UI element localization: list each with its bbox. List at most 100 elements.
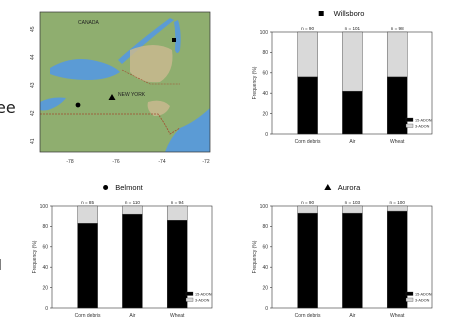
chart-title-group: Aurora — [324, 183, 361, 192]
legend-label: 15-ADON — [195, 292, 212, 296]
map-y-tick: 45 — [30, 26, 36, 32]
map-x-tick: -72 — [202, 159, 209, 165]
bar-3adon — [342, 205, 363, 214]
n-label: n = 90 — [301, 200, 314, 205]
bar-3adon — [386, 205, 408, 212]
lake-erie — [40, 97, 66, 111]
title-circle-icon — [103, 185, 109, 190]
chart-willsboro: Willsboro 0 20 40 60 80 100 Frequency (%) n = 90… — [250, 6, 440, 158]
y-tick-label: 20 — [42, 285, 48, 291]
bar-3adon — [122, 205, 143, 215]
y-tick-label: 80 — [42, 224, 48, 230]
bar-3adon — [166, 205, 188, 221]
x-tick-label: Wheat — [390, 139, 405, 145]
state-border — [40, 113, 181, 135]
chart-aurora: Aurora 0 20 40 60 80 100 Frequency (%) n = 90 Cor… — [250, 180, 440, 329]
chart-belmont-svg: Belmont 0 20 40 60 80 100 Frequency (%) n = 85 Co… — [32, 183, 213, 319]
legend-label: 3-ADON — [415, 124, 430, 128]
y-tick-label: 60 — [42, 245, 48, 251]
aurora-marker — [108, 94, 116, 100]
map-x-tick: -74 — [158, 159, 165, 165]
n-label: n = 100 — [389, 200, 405, 205]
y-tick-label: 40 — [42, 265, 48, 271]
y-axis-label: Frequency (%) — [252, 66, 258, 99]
bar-15adon — [386, 210, 408, 309]
y-tick-label: 100 — [260, 204, 269, 210]
ocean — [165, 108, 210, 152]
lake-ontario — [50, 59, 120, 80]
belmont-marker — [75, 102, 81, 108]
legend-label: 15-ADON — [415, 118, 432, 122]
adirondacks — [130, 45, 173, 83]
y-tick-label: 100 — [40, 204, 49, 210]
y-tick-label: 100 — [260, 30, 269, 36]
x-tick-label: Corn debris — [295, 139, 321, 145]
study-area-map: CANADA NEW YORK 45 44 43 42 41 -78 -76 -… — [30, 10, 220, 178]
legend-swatch — [405, 117, 414, 122]
y-axis-label: Frequency (%) — [252, 240, 258, 273]
y-tick-label: 60 — [262, 71, 268, 77]
bar-15adon — [342, 90, 363, 135]
map-y-tick: 42 — [30, 110, 36, 116]
y-tick-label: 0 — [265, 132, 268, 138]
x-tick-label: Air — [349, 139, 355, 145]
bar-15adon — [297, 212, 318, 309]
legend-swatch — [185, 297, 194, 302]
n-label: n = 98 — [391, 26, 404, 31]
n-label: n = 90 — [301, 26, 314, 31]
title-triangle-icon — [324, 184, 332, 190]
map-y-axis: 45 44 43 42 41 — [30, 26, 36, 144]
county-border — [121, 69, 180, 85]
map-y-tick: 41 — [30, 138, 36, 144]
catskills — [147, 100, 170, 116]
map-x-tick: -76 — [112, 159, 119, 165]
y-tick-label: 0 — [265, 306, 268, 312]
x-tick-label: Corn debris — [295, 313, 321, 319]
chart-title: Willsboro — [334, 9, 365, 18]
bar-3adon — [386, 31, 408, 78]
chart-title: Aurora — [338, 183, 361, 192]
chart-title-group: Willsboro — [318, 9, 365, 18]
y-tick-label: 80 — [262, 50, 268, 56]
y-tick-label: 40 — [262, 91, 268, 97]
legend-label: 3-ADON — [415, 298, 430, 302]
map-label-country: CANADA — [78, 20, 100, 26]
bar-3adon — [297, 31, 318, 78]
legend-swatch — [405, 123, 414, 128]
chart-belmont: Belmont 0 20 40 60 80 100 Frequency (%) n = 85 Co… — [30, 180, 220, 329]
y-tick-label: 0 — [45, 306, 48, 312]
n-label: n = 85 — [81, 200, 94, 205]
x-tick-label: Air — [349, 313, 355, 319]
y-tick-label: 20 — [262, 111, 268, 117]
bar-15adon — [342, 212, 363, 309]
map-frame — [39, 11, 211, 153]
y-axis-label: Frequency (%) — [32, 240, 38, 273]
bar-3adon — [77, 205, 98, 224]
x-tick-label: Air — [129, 313, 135, 319]
map-svg: CANADA NEW YORK 45 44 43 42 41 -78 -76 -… — [30, 11, 211, 165]
n-label: n = 101 — [345, 26, 361, 31]
bar-15adon — [297, 76, 318, 135]
n-label: n = 110 — [125, 200, 141, 205]
n-label: n = 103 — [345, 200, 361, 205]
legend-swatch — [405, 297, 414, 302]
chart-title-group: Belmont — [103, 183, 144, 192]
willsboro-marker — [172, 38, 176, 42]
x-tick-label: Corn debris — [75, 313, 101, 319]
x-tick-label: Wheat — [170, 313, 185, 319]
cropped-text-fragment-lower: l — [0, 258, 2, 274]
map-x-tick: -78 — [66, 159, 73, 165]
legend-label: 15-ADON — [415, 292, 432, 296]
y-tick-label: 80 — [262, 224, 268, 230]
chart-title: Belmont — [115, 183, 143, 192]
map-label-state: NEW YORK — [118, 92, 146, 98]
chart-aurora-svg: Aurora 0 20 40 60 80 100 Frequency (%) n = 90 Cor… — [252, 183, 433, 319]
title-square-icon — [318, 11, 324, 16]
bar-3adon — [342, 31, 363, 92]
map-y-tick: 43 — [30, 82, 36, 88]
chart-willsboro-svg: Willsboro 0 20 40 60 80 100 Frequency (%) n = 90… — [252, 9, 433, 145]
map-y-tick: 44 — [30, 54, 36, 60]
bar-3adon — [297, 205, 318, 214]
y-tick-label: 20 — [262, 285, 268, 291]
cropped-text-fragment: ee — [0, 98, 16, 117]
